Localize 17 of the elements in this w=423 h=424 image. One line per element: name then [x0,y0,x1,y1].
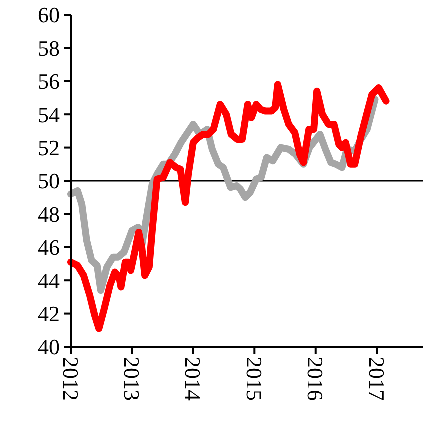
x-tick-label: 2014 [180,357,206,401]
x-tick-label: 2017 [364,357,390,401]
y-tick-label: 40 [38,334,60,360]
y-tick-label: 58 [38,36,60,61]
x-tick-label: 2013 [120,357,145,401]
y-tick-label: 54 [38,102,60,128]
y-tick-label: 56 [38,69,60,94]
x-tick-label: 2016 [303,357,328,401]
y-tick-label: 42 [38,302,60,326]
x-tick-label: 2012 [58,357,84,401]
y-tick-label: 44 [38,268,60,294]
y-tick-label: 52 [38,136,60,160]
y-tick-label: 48 [38,202,60,227]
y-tick-label: 60 [38,2,60,28]
x-tick-label: 2015 [242,357,267,401]
y-tick-label: 50 [38,168,60,194]
y-tick-label: 46 [38,235,60,260]
